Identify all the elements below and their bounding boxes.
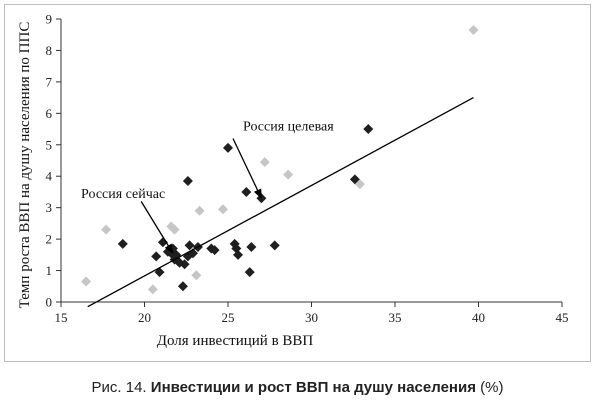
annotation-label: Россия сейчас <box>81 187 165 202</box>
data-point-light <box>147 284 158 295</box>
data-point-dark <box>179 259 190 270</box>
y-tick-label: 7 <box>46 74 53 89</box>
data-point-dark <box>363 124 374 135</box>
data-point-light <box>169 224 180 235</box>
x-tick-label: 25 <box>222 310 235 325</box>
data-point-dark <box>233 249 244 260</box>
data-point-dark <box>209 245 220 256</box>
y-tick-label: 4 <box>46 169 53 184</box>
data-point-light <box>217 204 228 215</box>
data-point-light <box>259 157 270 168</box>
data-point-light <box>191 270 202 281</box>
data-point-dark <box>269 240 280 251</box>
x-tick-label: 20 <box>138 310 151 325</box>
data-point-dark <box>246 241 257 252</box>
annotation-arrow <box>232 138 262 200</box>
y-tick-label: 5 <box>46 137 53 152</box>
data-point-dark <box>223 142 233 153</box>
data-point-dark <box>241 186 252 197</box>
x-tick-label: 30 <box>305 310 318 325</box>
y-tick-label: 9 <box>46 12 53 27</box>
data-point-light <box>354 179 365 190</box>
annotation-label: Россия целевая <box>243 120 334 135</box>
caption-prefix: Рис. 14. <box>91 379 147 396</box>
data-point-dark <box>177 281 188 292</box>
data-point-light <box>283 169 294 180</box>
data-point-light <box>101 224 112 235</box>
data-point-dark <box>151 251 162 262</box>
y-axis-title: Темп роста ВВП на душу населения по ППС <box>17 22 33 309</box>
x-axis-title: Доля инвестиций в ВВП <box>157 333 314 349</box>
y-tick-label: 0 <box>46 295 53 310</box>
trendline-group <box>87 97 474 308</box>
y-tick-label: 8 <box>46 43 53 58</box>
y-tick-label: 3 <box>46 200 53 215</box>
data-points <box>81 25 479 295</box>
x-tick-label: 40 <box>472 310 485 325</box>
data-point-dark <box>154 267 165 278</box>
y-tick-label: 2 <box>46 232 53 247</box>
caption-suffix: (%) <box>480 379 504 396</box>
chart-frame: 15 20 25 30 35 40 45 0 1 2 3 4 5 6 7 8 9 Россия сейчас Ро… <box>4 4 591 362</box>
y-tick-label: 6 <box>46 106 53 121</box>
data-point-light <box>468 25 479 36</box>
data-point-light <box>194 205 205 216</box>
annotation-arrow <box>140 201 174 255</box>
data-point-dark <box>182 175 193 186</box>
x-tick-label: 35 <box>389 310 402 325</box>
x-tick-label: 45 <box>556 310 569 325</box>
data-point-dark <box>244 267 255 278</box>
data-point-light <box>81 276 92 287</box>
y-tick-label: 1 <box>46 263 53 278</box>
figure-caption: Рис. 14. Инвестиции и рост ВВП на душу н… <box>0 379 595 396</box>
data-point-dark <box>184 240 195 251</box>
annotations: Россия сейчас Россия целевая <box>81 120 334 255</box>
x-tick-label: 15 <box>55 310 68 325</box>
trendline <box>87 97 474 308</box>
data-point-dark <box>117 238 128 249</box>
caption-title: Инвестиции и рост ВВП на душу населения <box>150 379 476 396</box>
